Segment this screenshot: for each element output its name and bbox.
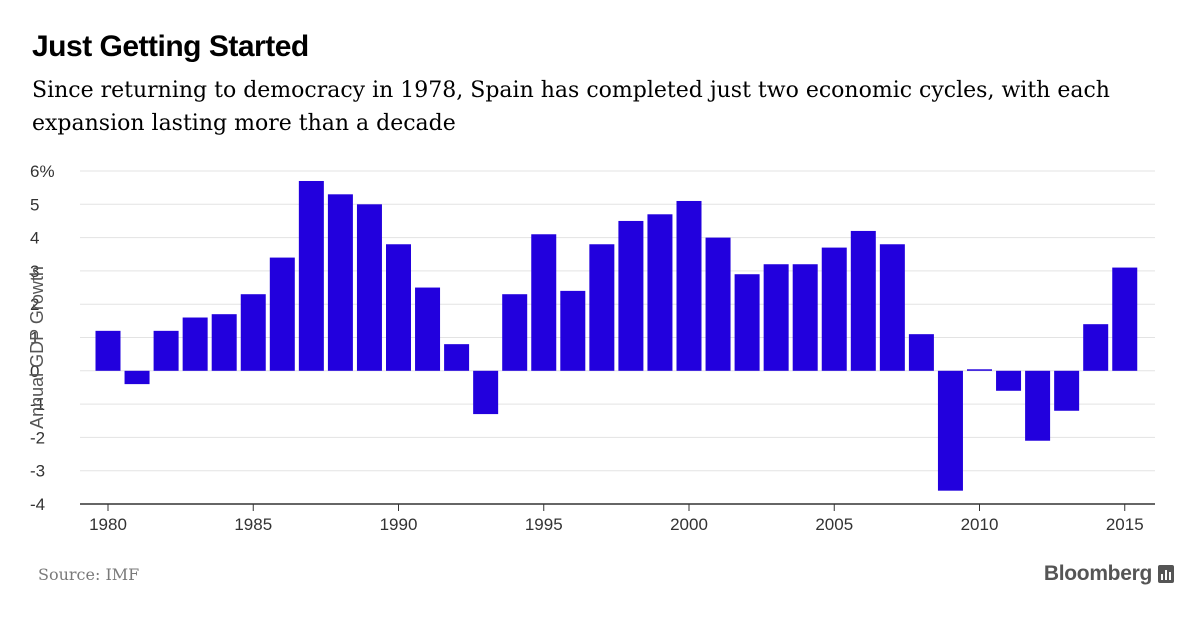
bar-2009 [937, 370, 963, 491]
y-tick-label: -3 [30, 462, 45, 481]
y-tick-label: 2 [30, 295, 39, 314]
bar-1988 [327, 194, 353, 371]
bar-1998 [618, 220, 644, 371]
source-note: Source: IMF [38, 565, 140, 584]
y-tick-label: -4 [30, 495, 45, 514]
bar-2007 [879, 244, 905, 371]
bar-1982 [153, 330, 179, 371]
chart-subtitle: Since returning to democracy in 1978, Sp… [32, 78, 1110, 136]
bar-1994 [502, 294, 528, 371]
bar-1980 [95, 330, 121, 371]
bar-2013 [1054, 370, 1080, 411]
x-tick-label: 2015 [1106, 515, 1144, 534]
y-tick-label: 4 [30, 229, 39, 248]
bar-1992 [444, 344, 470, 371]
bars [95, 180, 1138, 491]
y-tick-label: -2 [30, 428, 45, 447]
bar-2012 [1025, 370, 1051, 441]
y-tick-label: 6% [30, 162, 55, 181]
bar-chart: 6% 5 4 3 2 1 0 -1 -2 -3 -4 1980 1985 1990 1995 2000 200… [27, 162, 1155, 534]
bar-2011 [996, 370, 1022, 391]
bar-2010 [967, 369, 992, 371]
y-axis-title: Annual GDP Growth [27, 266, 47, 429]
bar-1986 [269, 257, 295, 371]
y-tick-label: 1 [30, 329, 39, 348]
bar-1991 [415, 287, 441, 371]
bar-1996 [560, 290, 586, 371]
bar-2002 [734, 274, 760, 371]
bar-1981 [124, 370, 150, 385]
x-tick-label: 2010 [961, 515, 999, 534]
bar-2014 [1083, 324, 1109, 371]
brand-logo: Bloomberg [1044, 562, 1174, 586]
x-tick-label: 1990 [380, 515, 418, 534]
y-tick-label: 5 [30, 195, 39, 214]
bar-1997 [589, 244, 615, 371]
bar-2005 [821, 247, 847, 371]
bar-1995 [531, 234, 557, 371]
x-tick-label: 2005 [815, 515, 853, 534]
y-tick-label: 3 [30, 262, 39, 281]
bar-1987 [298, 180, 324, 371]
bar-2006 [850, 230, 876, 371]
bar-1999 [647, 214, 673, 371]
bar-1984 [211, 314, 237, 371]
bar-1989 [356, 204, 382, 371]
x-tick-label: 1995 [525, 515, 563, 534]
bar-2001 [705, 237, 731, 371]
y-tick-label: 0 [30, 362, 39, 381]
x-tick-label: 1980 [89, 515, 127, 534]
brand-name: Bloomberg [1043, 562, 1152, 585]
y-axis-ticks: 6% 5 4 3 2 1 0 -1 -2 -3 -4 [30, 162, 55, 514]
bar-2015 [1112, 267, 1138, 371]
bar-2004 [792, 264, 818, 371]
bar-2003 [763, 264, 789, 371]
x-tick-label: 1985 [234, 515, 272, 534]
bar-1990 [386, 244, 411, 371]
bar-1985 [240, 294, 266, 371]
bar-1993 [473, 370, 499, 415]
bar-2008 [908, 334, 934, 371]
bloomberg-terminal-icon [1158, 565, 1174, 583]
bar-1983 [182, 317, 208, 371]
bar-2000 [676, 200, 702, 371]
y-tick-label: -1 [30, 395, 45, 414]
chart-title: Just Getting Started [32, 30, 309, 63]
x-tick-label: 2000 [670, 515, 708, 534]
x-axis: 1980 1985 1990 1995 2000 2005 2010 2015 [80, 503, 1155, 534]
